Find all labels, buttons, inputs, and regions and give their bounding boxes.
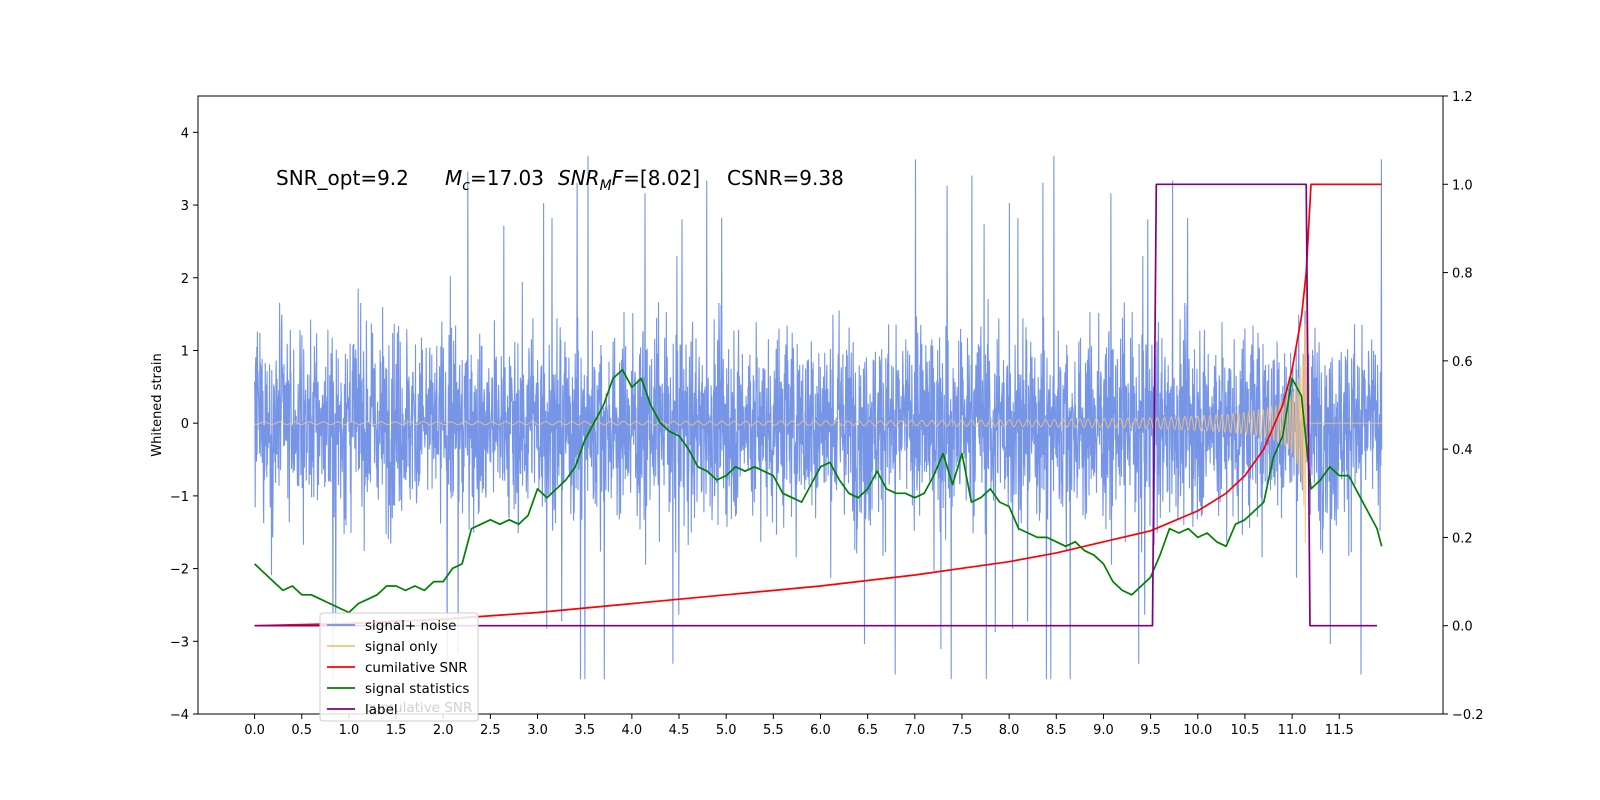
y-right-tick-label: −0.2 <box>1452 708 1484 723</box>
y-axis-left: 4 3 2 1 0 −1 −2 −3 −4 <box>170 126 198 723</box>
x-tick-label: 3.5 <box>574 723 595 738</box>
y-right-tick-label: 0.2 <box>1452 531 1473 546</box>
x-tick-label: 6.0 <box>810 723 831 738</box>
y-left-tick-label: −2 <box>170 563 189 578</box>
x-tick-label: 4.5 <box>669 723 690 738</box>
legend: cumulative SNR signal+ noise signal only c… <box>319 612 479 722</box>
overlay-series <box>254 183 1383 627</box>
annotation-snr-opt: SNR_opt=9.2 <box>276 166 409 190</box>
y-right-tick-label: 1.2 <box>1452 90 1473 105</box>
annotation-csnr: CSNR=9.38 <box>727 166 844 190</box>
x-tick-label: 11.5 <box>1325 723 1354 738</box>
signal-trace <box>254 257 1382 543</box>
y-right-tick-label: 0.0 <box>1452 620 1473 635</box>
y-left-tick-label: 2 <box>181 272 189 287</box>
x-tick-label: 5.0 <box>716 723 737 738</box>
annotation-mc: Mc=17.03 <box>445 166 544 194</box>
x-tick-label: 2.5 <box>480 723 501 738</box>
x-tick-label: 0.0 <box>244 723 265 738</box>
x-tick-label: 8.5 <box>1046 723 1067 738</box>
y-axis-right: 1.2 1.0 0.8 0.6 0.4 0.2 0.0 −0.2 <box>1443 90 1484 723</box>
legend-label: cumilative SNR <box>365 660 468 676</box>
legend-label: signal+ noise <box>365 618 456 634</box>
cumilative-SNR-line <box>254 183 1382 627</box>
x-tick-label: 9.5 <box>1140 723 1161 738</box>
x-tick-label: 8.0 <box>999 723 1020 738</box>
y-right-tick-label: 0.4 <box>1452 443 1473 458</box>
noise-trace <box>254 155 1383 680</box>
y-right-tick-label: 0.6 <box>1452 355 1473 370</box>
x-tick-label: 7.5 <box>952 723 973 738</box>
x-tick-label: 9.0 <box>1093 723 1114 738</box>
x-tick-label: 10.0 <box>1183 723 1212 738</box>
y-left-tick-label: 3 <box>181 199 189 214</box>
y-left-tick-label: −4 <box>170 708 189 723</box>
y-right-tick-label: 0.8 <box>1452 267 1473 282</box>
signal-plus-noise-series <box>254 155 1383 680</box>
y-axis-label: Whitened strain <box>150 353 165 456</box>
y-left-tick-label: 1 <box>181 344 189 359</box>
x-tick-label: 4.0 <box>622 723 643 738</box>
x-tick-label: 3.0 <box>527 723 548 738</box>
x-tick-label: 1.0 <box>339 723 360 738</box>
legend-label: label <box>365 702 398 718</box>
y-left-tick-label: −3 <box>170 635 189 650</box>
signal-statistics-line <box>254 368 1383 614</box>
signal-only-series <box>254 257 1382 543</box>
legend-overlapped-text: cumulative SNR <box>365 700 472 716</box>
y-left-tick-label: 4 <box>181 126 189 141</box>
y-left-tick-label: 0 <box>181 417 189 432</box>
x-tick-label: 11.0 <box>1278 723 1307 738</box>
x-tick-label: 0.5 <box>291 723 312 738</box>
label-line <box>254 183 1377 627</box>
x-tick-label: 1.5 <box>386 723 407 738</box>
x-axis: 0.0 0.5 1.0 1.5 2.0 2.5 3.0 3.5 4.0 4.5 5.0 5.5 6.0 6… <box>244 714 1354 738</box>
x-tick-label: 10.5 <box>1230 723 1259 738</box>
y-right-tick-label: 1.0 <box>1452 178 1473 193</box>
x-tick-label: 6.5 <box>857 723 878 738</box>
annotation-snr-mf: SNRMF=[8.02] <box>558 166 700 194</box>
legend-label: signal only <box>365 639 438 655</box>
x-tick-label: 7.0 <box>904 723 925 738</box>
x-tick-label: 5.5 <box>763 723 784 738</box>
y-left-tick-label: −1 <box>170 490 189 505</box>
legend-label: signal statistics <box>365 681 469 697</box>
x-tick-label: 2.0 <box>433 723 454 738</box>
legend-box <box>319 612 479 722</box>
